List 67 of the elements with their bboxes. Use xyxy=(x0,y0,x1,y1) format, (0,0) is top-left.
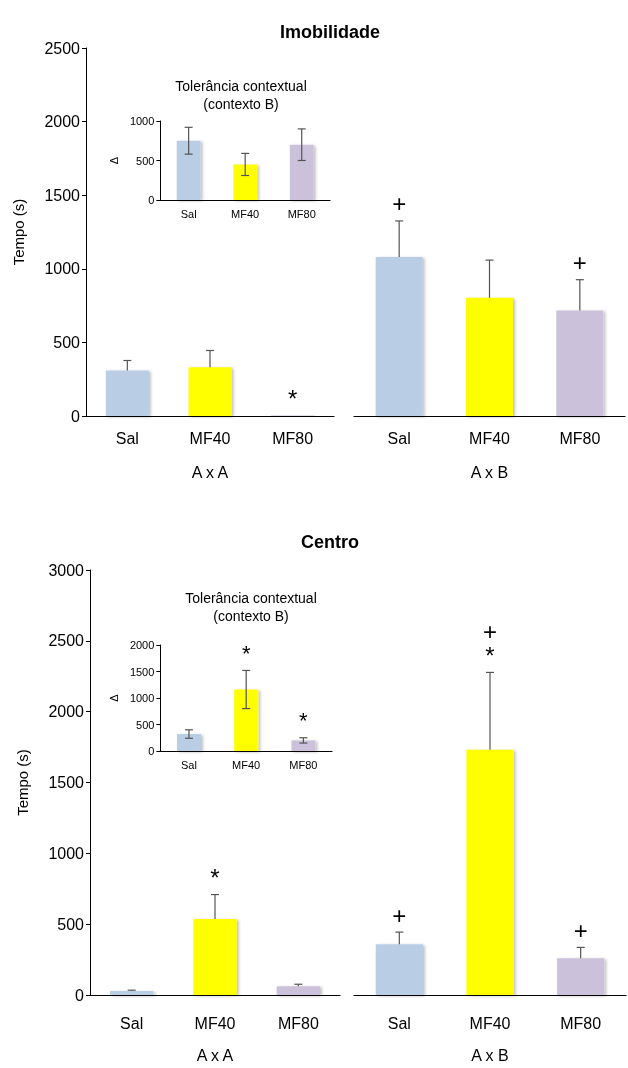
y-tick-label: 1500 xyxy=(44,186,81,204)
y-axis-title: Δ xyxy=(107,156,120,165)
y-tick-label: 2000 xyxy=(129,639,155,651)
x-tick-label: MF40 xyxy=(469,1014,511,1032)
x-tick-label: MF40 xyxy=(232,758,261,771)
chart-title: Tolerância contextual (contexto B) xyxy=(175,78,307,112)
y-tick-label: 2000 xyxy=(48,703,85,721)
x-tick-label: MF40 xyxy=(469,429,511,447)
x-tick-label: MF80 xyxy=(277,1014,319,1032)
y-tick-label: 2500 xyxy=(44,39,81,57)
y-tick-label: 1000 xyxy=(129,692,155,704)
y-tick-label: 0 xyxy=(75,986,85,1004)
x-tick-label: MF80 xyxy=(559,429,601,447)
y-tick-label: 1000 xyxy=(129,115,155,127)
y-tick-label: 1500 xyxy=(48,774,85,791)
x-tick-label: MF40 xyxy=(231,207,260,220)
x-tick-label: MF80 xyxy=(272,429,314,447)
bar xyxy=(289,144,314,200)
x-axis-title: A x A xyxy=(191,463,229,481)
x-axis-title: A x B xyxy=(471,1046,509,1064)
annotation: + xyxy=(392,190,407,218)
chart-title: Centro xyxy=(301,532,359,552)
annotation: * xyxy=(299,708,309,734)
x-tick-label: MF40 xyxy=(189,429,231,447)
bar xyxy=(234,689,259,751)
y-axis-title: Δ xyxy=(107,693,120,702)
x-tick-label: Sal xyxy=(120,1014,144,1032)
y-tick-label: 500 xyxy=(57,915,85,933)
y-tick-label: 500 xyxy=(53,333,81,351)
y-axis-title: Tempo (s) xyxy=(14,749,31,816)
bar xyxy=(176,734,201,751)
x-tick-label: MF40 xyxy=(194,1014,236,1032)
annotation: * xyxy=(287,385,298,413)
x-tick-label: Sal xyxy=(387,1014,411,1032)
y-tick-label: 1500 xyxy=(129,665,155,678)
annotation: * xyxy=(210,864,220,892)
x-tick-label: Sal xyxy=(115,429,139,447)
annotation: + xyxy=(572,249,587,277)
bar xyxy=(176,140,201,200)
x-tick-label: Sal xyxy=(180,207,197,220)
y-tick-label: 2000 xyxy=(44,113,81,131)
x-tick-label: MF80 xyxy=(289,758,318,771)
bar xyxy=(188,367,232,416)
y-tick-label: 0 xyxy=(148,745,155,757)
y-tick-label: 500 xyxy=(136,154,155,167)
x-axis-title: A x B xyxy=(470,463,509,481)
chart-title: Tolerância contextual (contexto B) xyxy=(185,590,317,624)
y-tick-label: 500 xyxy=(136,718,155,731)
y-axis-title: Tempo (s) xyxy=(10,198,27,266)
y-tick-label: 0 xyxy=(148,194,155,206)
bar xyxy=(291,740,316,751)
y-tick-label: 0 xyxy=(71,407,81,425)
annotation: + xyxy=(573,916,588,944)
y-tick-label: 1000 xyxy=(48,844,85,862)
y-tick-label: 1000 xyxy=(44,260,81,278)
x-tick-label: Sal xyxy=(181,758,197,771)
x-tick-label: Sal xyxy=(387,429,411,447)
bar xyxy=(105,370,149,416)
x-axis-title: A x A xyxy=(196,1046,234,1064)
bar xyxy=(233,164,258,200)
annotation: * xyxy=(241,640,251,666)
annotation: + xyxy=(392,901,407,929)
chart-title: Imobilidade xyxy=(279,22,381,42)
y-tick-label: 3000 xyxy=(48,561,85,579)
y-tick-label: 2500 xyxy=(48,632,85,650)
x-tick-label: MF80 xyxy=(560,1014,602,1032)
x-tick-label: MF80 xyxy=(287,207,316,220)
